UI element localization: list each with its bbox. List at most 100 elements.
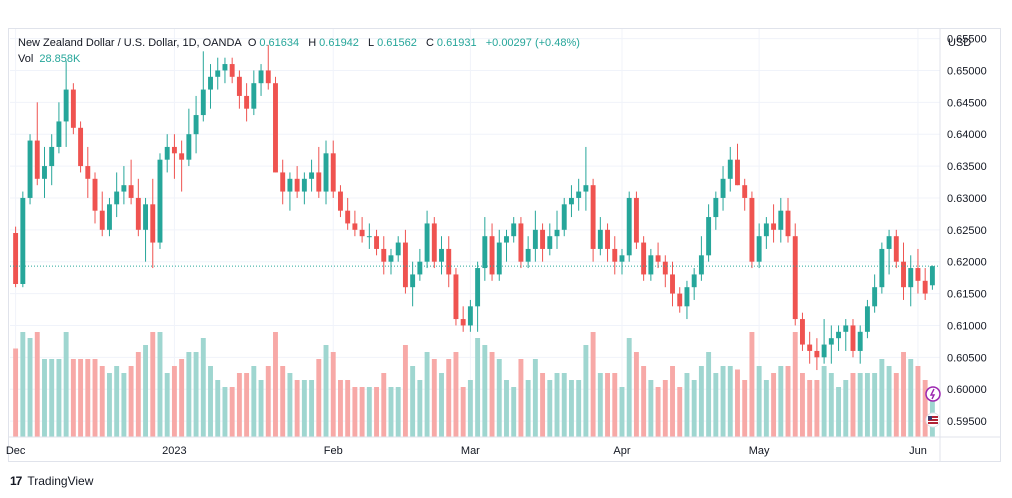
time-tick-label: Mar [461, 445, 480, 457]
brand-name[interactable]: TradingView [27, 474, 94, 488]
candle-body [20, 197, 26, 284]
volume-bar [316, 359, 322, 437]
candle-body [13, 233, 19, 284]
candle-body [446, 248, 452, 275]
ohlc-row: New Zealand Dollar / U.S. Dollar, 1D, OA… [18, 36, 583, 50]
time-tick-label: May [749, 445, 770, 457]
open-value: 0.61634 [259, 37, 300, 49]
candle-body [42, 166, 47, 179]
candle-body [525, 248, 531, 262]
volume-bar [171, 366, 177, 437]
volume-bar [381, 373, 387, 437]
candle-body [431, 223, 437, 262]
price-axis[interactable]: 0.65500 0.65000 0.64500 0.64000 0.63500 0.630… [947, 34, 987, 429]
volume-bar [547, 380, 553, 437]
volume-bar [568, 380, 574, 437]
candle-body [727, 159, 733, 179]
volume-bar [662, 380, 668, 437]
volume-bar [886, 366, 892, 437]
candle-body [150, 204, 156, 243]
volume-bar [366, 387, 372, 437]
volume-bar [554, 373, 560, 437]
high-value: 0.61942 [319, 37, 359, 49]
candle-body [460, 319, 466, 326]
candle-body [222, 64, 228, 71]
candle-body [771, 223, 777, 230]
volume-bar [785, 366, 791, 437]
candle-body [121, 185, 127, 192]
currency-label: USD [948, 37, 971, 49]
candle-body [179, 153, 185, 160]
volume-bar [453, 352, 459, 437]
price-tick-label: 0.59500 [947, 416, 987, 428]
volume-bar [843, 380, 849, 437]
volume-bar [475, 338, 481, 437]
time-tick-label: Dec [6, 445, 26, 457]
candle-body [489, 236, 495, 275]
volume-bar [605, 373, 611, 437]
candle-body [691, 274, 697, 288]
volume-bar [742, 380, 748, 437]
volume-bar [756, 366, 762, 437]
volume-bar [179, 359, 185, 437]
volume-bar [540, 373, 546, 437]
candle-body [857, 331, 863, 351]
candle-body [908, 268, 914, 288]
candle-body [814, 350, 820, 358]
volume-bar [374, 387, 380, 437]
candle-body [164, 146, 170, 160]
volume-bar [70, 359, 76, 437]
volume-bar [186, 352, 192, 437]
candle-body [590, 185, 596, 249]
volume-bar [20, 332, 26, 437]
candle-body [626, 197, 632, 256]
volume-bar [612, 373, 618, 437]
candle-body [374, 236, 380, 249]
candle-body [251, 83, 257, 109]
candle-body [554, 229, 560, 237]
candle-body [78, 127, 84, 167]
candle-body [504, 236, 509, 243]
candle-body [597, 229, 603, 249]
volume-bar [814, 380, 820, 437]
volume-layer [13, 332, 935, 437]
high-label: H [308, 37, 317, 49]
volume-bar [879, 359, 885, 437]
volume-bar [749, 332, 755, 437]
candle-body [655, 255, 661, 262]
volume-bar [121, 373, 127, 437]
candle-body [294, 178, 300, 192]
volume-bar [641, 366, 647, 437]
candle-body [359, 229, 365, 237]
price-tick-label: 0.64500 [947, 97, 987, 109]
candle-body [157, 159, 163, 243]
volume-bar [590, 332, 596, 437]
volume-bar [85, 359, 91, 437]
candle-body [850, 325, 856, 351]
time-tick-label: Jun [909, 445, 927, 457]
volume-label[interactable]: Vol [18, 53, 34, 65]
candle-body [605, 229, 611, 249]
candle-body [641, 242, 647, 275]
volume-bar [893, 373, 899, 437]
volume-bar [164, 373, 170, 437]
replay-icon[interactable] [925, 386, 941, 402]
volume-bar [511, 387, 517, 437]
symbol-title[interactable]: New Zealand Dollar / U.S. Dollar, 1D, OA… [18, 37, 242, 49]
volume-bar [208, 366, 213, 437]
candle-body [402, 242, 408, 288]
volume-bar [872, 373, 878, 437]
candle-body [106, 204, 112, 230]
candle-body [244, 95, 250, 109]
candle-body [417, 261, 423, 275]
volume-bar [309, 380, 315, 437]
time-axis[interactable]: Dec 2023 Feb Mar Apr May Jun [6, 445, 927, 457]
candle-body [583, 185, 589, 192]
tradingview-logo-icon[interactable]: 17 [10, 474, 22, 488]
time-tick-label: Feb [324, 445, 343, 457]
volume-bar [713, 373, 719, 437]
volume-bar [915, 366, 921, 437]
candle-body [287, 178, 293, 192]
candle-body [439, 248, 444, 262]
